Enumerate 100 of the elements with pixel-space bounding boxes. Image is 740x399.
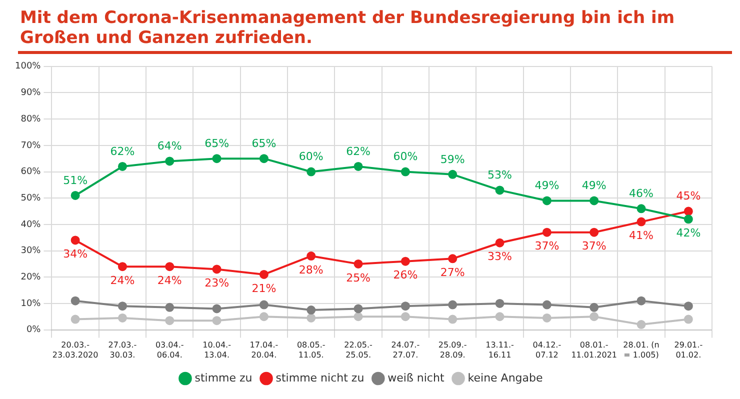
point — [212, 304, 222, 314]
x-tick-label: 28.01. (n = 1.005) — [623, 340, 660, 360]
point — [590, 312, 599, 322]
point — [306, 313, 316, 322]
point — [542, 313, 552, 322]
x-tick-label: 13.11.-16.11 — [486, 340, 514, 360]
x-tick-label: 22.05.-25.05. — [344, 340, 373, 360]
point — [354, 259, 363, 268]
point — [448, 170, 458, 179]
point — [212, 154, 222, 164]
point — [400, 256, 410, 266]
data-label: 23% — [204, 276, 230, 290]
point — [448, 300, 458, 310]
data-label: 24% — [157, 274, 182, 287]
point — [70, 314, 80, 324]
legend-label: stimme zu — [194, 371, 252, 384]
y-tick-label: 60% — [20, 167, 42, 178]
data-label: 45% — [676, 190, 701, 203]
point — [212, 264, 222, 274]
point — [118, 262, 127, 272]
data-label: 37% — [534, 240, 560, 253]
x-tick-label: 27.03.-30.03. — [108, 340, 137, 360]
point — [542, 300, 552, 310]
point — [165, 156, 174, 166]
data-label: 24% — [110, 274, 135, 287]
point — [590, 228, 599, 237]
point — [118, 313, 127, 322]
legend-label: keine Angabe — [468, 371, 544, 384]
y-tick-label: 80% — [20, 114, 42, 124]
point — [165, 302, 174, 312]
data-label: 59% — [440, 152, 465, 166]
point — [684, 314, 693, 324]
point — [70, 236, 80, 245]
x-tick-label: 03.04.-06.04. — [155, 340, 184, 360]
point — [495, 312, 504, 322]
point — [542, 196, 552, 206]
data-label: 62% — [110, 144, 135, 158]
data-label: 65% — [204, 136, 230, 150]
data-label: 25% — [346, 271, 371, 284]
point — [495, 298, 504, 308]
data-label: 49% — [534, 179, 560, 192]
x-tick-label: 25.09.-28.09. — [438, 340, 467, 360]
chart-title: Mit dem Corona-Krisenmanagement der Bundesregierung bin ich im Großen und Ganzen zufrieden. — [19, 8, 676, 50]
x-tick-label: 24.07.-27.07. — [391, 340, 420, 360]
x-tick-label: 29.01.-01.02. — [674, 340, 703, 360]
data-label: 21% — [252, 282, 276, 295]
point — [590, 196, 599, 206]
y-tick-label: 30% — [20, 246, 42, 256]
point — [495, 238, 504, 248]
x-tick-label: 04.12.-07.12 — [532, 340, 562, 360]
y-tick-label: 40% — [20, 220, 42, 230]
data-label: 27% — [440, 266, 465, 280]
data-label: 34% — [63, 248, 88, 261]
point — [165, 316, 174, 326]
data-label: 60% — [298, 150, 324, 164]
point — [636, 296, 646, 306]
point — [118, 162, 127, 171]
point — [118, 302, 127, 311]
point — [636, 217, 646, 226]
point — [636, 204, 646, 214]
data-label: 33% — [488, 250, 512, 264]
point — [400, 312, 410, 322]
point — [306, 167, 316, 176]
point — [590, 302, 599, 312]
point — [259, 312, 268, 322]
y-tick-label: 20% — [20, 272, 42, 282]
x-tick-label: 08.05.-11.05. — [296, 340, 326, 360]
data-label: 42% — [676, 226, 701, 240]
data-label: 28% — [298, 263, 324, 276]
point — [306, 252, 316, 261]
data-label: 65% — [252, 136, 276, 150]
data-label: 53% — [488, 168, 512, 182]
point — [354, 312, 363, 322]
point — [636, 320, 646, 330]
point — [684, 206, 693, 216]
x-tick-label: 10.04.-13.04. — [202, 340, 232, 360]
point — [70, 296, 80, 306]
data-label: 49% — [582, 179, 606, 192]
data-label: 60% — [393, 150, 418, 164]
point — [684, 302, 693, 311]
point — [684, 214, 693, 224]
point — [400, 302, 410, 311]
x-tick-label: 08.01.-11.01.2021 — [571, 340, 617, 360]
point — [259, 270, 268, 279]
y-tick-label: 0% — [26, 325, 42, 336]
legend-label: weiß nicht — [388, 371, 445, 384]
point — [354, 304, 363, 314]
data-label: 62% — [346, 144, 371, 158]
y-tick-label: 90% — [20, 88, 42, 98]
point — [306, 306, 316, 315]
point — [70, 190, 80, 200]
point — [400, 167, 410, 176]
point — [259, 154, 268, 164]
legend-label: stimme nicht zu — [276, 371, 364, 384]
point — [259, 300, 268, 310]
x-tick-label: 17.04.-20.04. — [250, 340, 278, 360]
point — [542, 228, 552, 237]
y-tick-label: 100% — [14, 62, 42, 72]
point — [165, 262, 174, 272]
data-label: 46% — [629, 186, 654, 200]
